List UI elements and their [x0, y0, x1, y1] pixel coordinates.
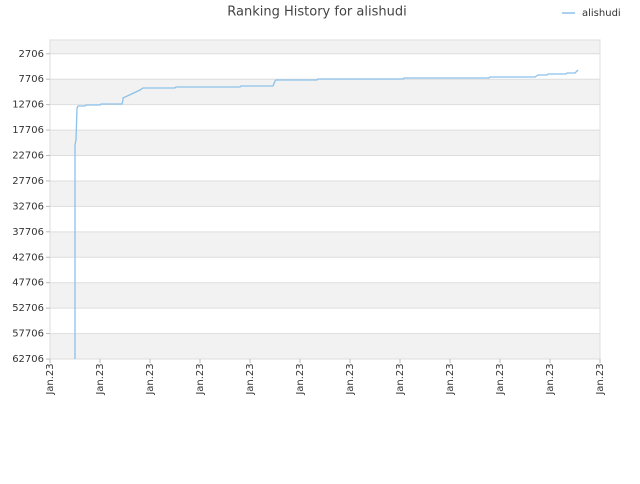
- y-tick-label: 52706: [12, 303, 44, 314]
- x-tick-label: Jan.23: [295, 363, 306, 395]
- x-tick-label: Jan.23: [145, 363, 156, 395]
- y-tick-label: 47706: [12, 278, 44, 289]
- band: [50, 130, 600, 156]
- legend-label: alishudi: [582, 8, 621, 19]
- y-tick-label: 27706: [12, 176, 44, 187]
- x-tick-label: Jan.23: [495, 363, 506, 395]
- x-tick-label: Jan.23: [195, 363, 206, 395]
- band: [50, 231, 600, 258]
- y-tick-label: 42706: [12, 252, 44, 263]
- x-tick-label: Jan.23: [395, 363, 406, 395]
- y-tick-label: 57706: [12, 329, 44, 340]
- y-tick-label: 7706: [19, 74, 44, 85]
- y-tick-label: 2706: [19, 49, 44, 60]
- x-tick-label: Jan.23: [545, 363, 556, 395]
- band: [50, 79, 600, 105]
- y-tick-label: 12706: [12, 100, 44, 111]
- chart-title: Ranking History for alishudi: [227, 5, 406, 20]
- x-tick-label: Jan.23: [345, 363, 356, 395]
- band: [50, 282, 600, 309]
- band: [50, 180, 600, 207]
- x-tick-label: Jan.23: [245, 363, 256, 395]
- band: [50, 40, 600, 54]
- y-tick-label: 32706: [12, 201, 44, 212]
- band: [50, 333, 600, 359]
- series-line: [74, 69, 579, 359]
- y-tick-label: 62706: [12, 354, 44, 365]
- x-tick-label: Jan.23: [595, 363, 606, 395]
- y-tick-label: 17706: [12, 125, 44, 136]
- x-tick-label: Jan.23: [95, 363, 106, 395]
- x-tick-label: Jan.23: [445, 363, 456, 395]
- y-tick-label: 22706: [12, 151, 44, 162]
- y-tick-label: 37706: [12, 227, 44, 238]
- x-tick-label: Jan.23: [45, 363, 56, 395]
